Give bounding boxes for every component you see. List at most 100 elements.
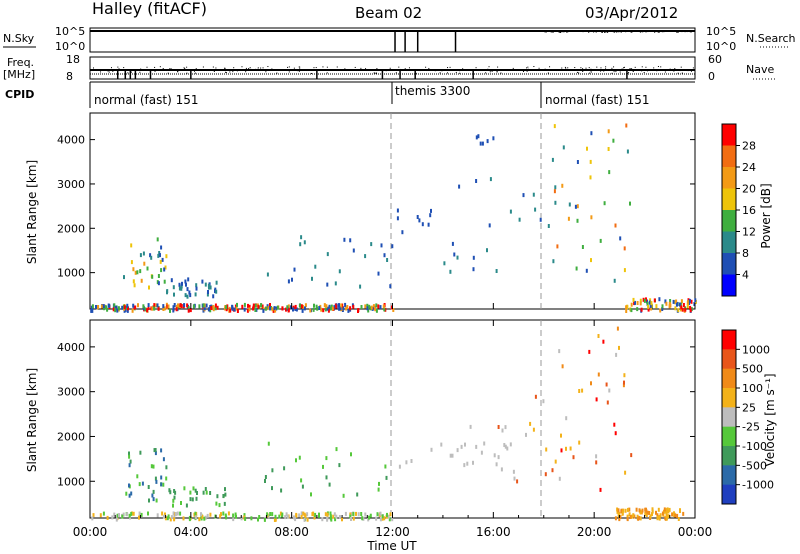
nave-dot: [162, 69, 164, 71]
range-cell: [625, 305, 628, 310]
range-cell: [155, 479, 158, 484]
range-cell: [134, 270, 137, 275]
nave-dot: [475, 67, 477, 69]
range-cell: [185, 282, 187, 287]
range-cell: [638, 508, 641, 513]
nsearch-dot: [673, 30, 675, 32]
y-tick-label: 3000: [57, 386, 85, 399]
range-cell: [203, 306, 206, 311]
range-cell: [516, 479, 519, 484]
range-cell: [392, 308, 395, 312]
nave-dot: [533, 66, 535, 68]
range-cell: [667, 509, 670, 514]
range-cell: [212, 305, 215, 309]
range-cell: [352, 304, 355, 309]
range-cell: [154, 448, 157, 452]
range-cell: [325, 475, 328, 480]
range-cell: [379, 517, 382, 522]
range-cell: [258, 515, 261, 519]
range-cell: [469, 424, 472, 429]
nsearch-dot: [646, 30, 648, 32]
range-cell: [153, 306, 156, 311]
range-cell: [177, 303, 179, 308]
range-cell: [189, 490, 192, 495]
range-cell: [590, 381, 592, 386]
nave-dot: [692, 67, 694, 69]
range-cell: [375, 303, 378, 308]
range-cell: [605, 382, 608, 387]
range-cell: [324, 307, 327, 312]
range-cell: [643, 298, 646, 303]
range-cell: [675, 299, 678, 304]
range-cell: [148, 285, 150, 290]
range-cell: [657, 507, 660, 512]
range-cell: [169, 517, 172, 522]
range-cell: [534, 394, 537, 399]
range-cell: [262, 308, 265, 313]
range-cell: [95, 305, 97, 309]
range-cell: [140, 278, 143, 283]
range-cell: [682, 303, 685, 307]
range-cell: [585, 268, 588, 273]
range-cell: [128, 483, 130, 488]
range-cell: [106, 307, 109, 312]
nsearch-dot: [693, 30, 695, 32]
range-cell: [661, 307, 664, 311]
range-cell: [618, 345, 620, 350]
range-cell: [475, 135, 478, 140]
nave-dot: [580, 67, 582, 69]
range-cell: [383, 253, 386, 258]
range-cell: [647, 307, 650, 312]
nsearch-dot: [656, 30, 658, 32]
range-cell: [216, 494, 219, 499]
range-cell: [642, 297, 645, 302]
range-cell: [172, 503, 174, 508]
range-cell: [385, 475, 388, 480]
nsearch-dot: [630, 31, 632, 33]
range-cell: [170, 278, 173, 283]
range-cell: [126, 308, 129, 313]
nave-dot: [190, 72, 192, 74]
nsearch-dot: [595, 31, 597, 33]
range-cell: [328, 304, 331, 309]
range-cell: [250, 516, 253, 521]
nave-dot: [674, 68, 676, 70]
range-cell: [664, 299, 667, 304]
range-cell: [266, 512, 269, 517]
nave-dot: [395, 72, 397, 74]
range-cell: [574, 204, 577, 209]
range-cell: [162, 482, 165, 487]
range-cell: [159, 259, 162, 264]
range-cell: [377, 304, 380, 309]
range-cell: [131, 308, 134, 313]
range-cell: [630, 453, 633, 458]
nave-dot: [400, 68, 402, 70]
nave-dot: [590, 70, 592, 72]
range-cell: [627, 507, 629, 512]
range-cell: [195, 496, 198, 501]
range-cell: [205, 303, 208, 308]
range-cell: [606, 400, 609, 405]
range-cell: [153, 303, 156, 308]
range-cell: [458, 184, 461, 189]
range-cell: [264, 479, 266, 483]
nsearch-dot: [636, 30, 638, 32]
range-cell: [202, 490, 205, 495]
range-cell: [629, 515, 632, 519]
range-cell: [176, 511, 179, 516]
range-cell: [139, 450, 142, 455]
range-cell: [396, 208, 399, 213]
range-cell: [325, 456, 328, 461]
nsearch-dot: [624, 30, 626, 32]
range-cell: [659, 308, 662, 313]
nave-dot: [194, 69, 196, 71]
nsearch-dot: [550, 31, 552, 33]
range-cell: [375, 516, 378, 521]
range-cell: [551, 468, 554, 473]
nsearch-dot: [615, 31, 617, 33]
range-cell: [326, 252, 329, 257]
range-cell: [451, 453, 454, 458]
range-cell: [172, 511, 175, 516]
range-cell: [335, 447, 338, 452]
nsearch-tick-top: 10^5: [706, 25, 736, 38]
